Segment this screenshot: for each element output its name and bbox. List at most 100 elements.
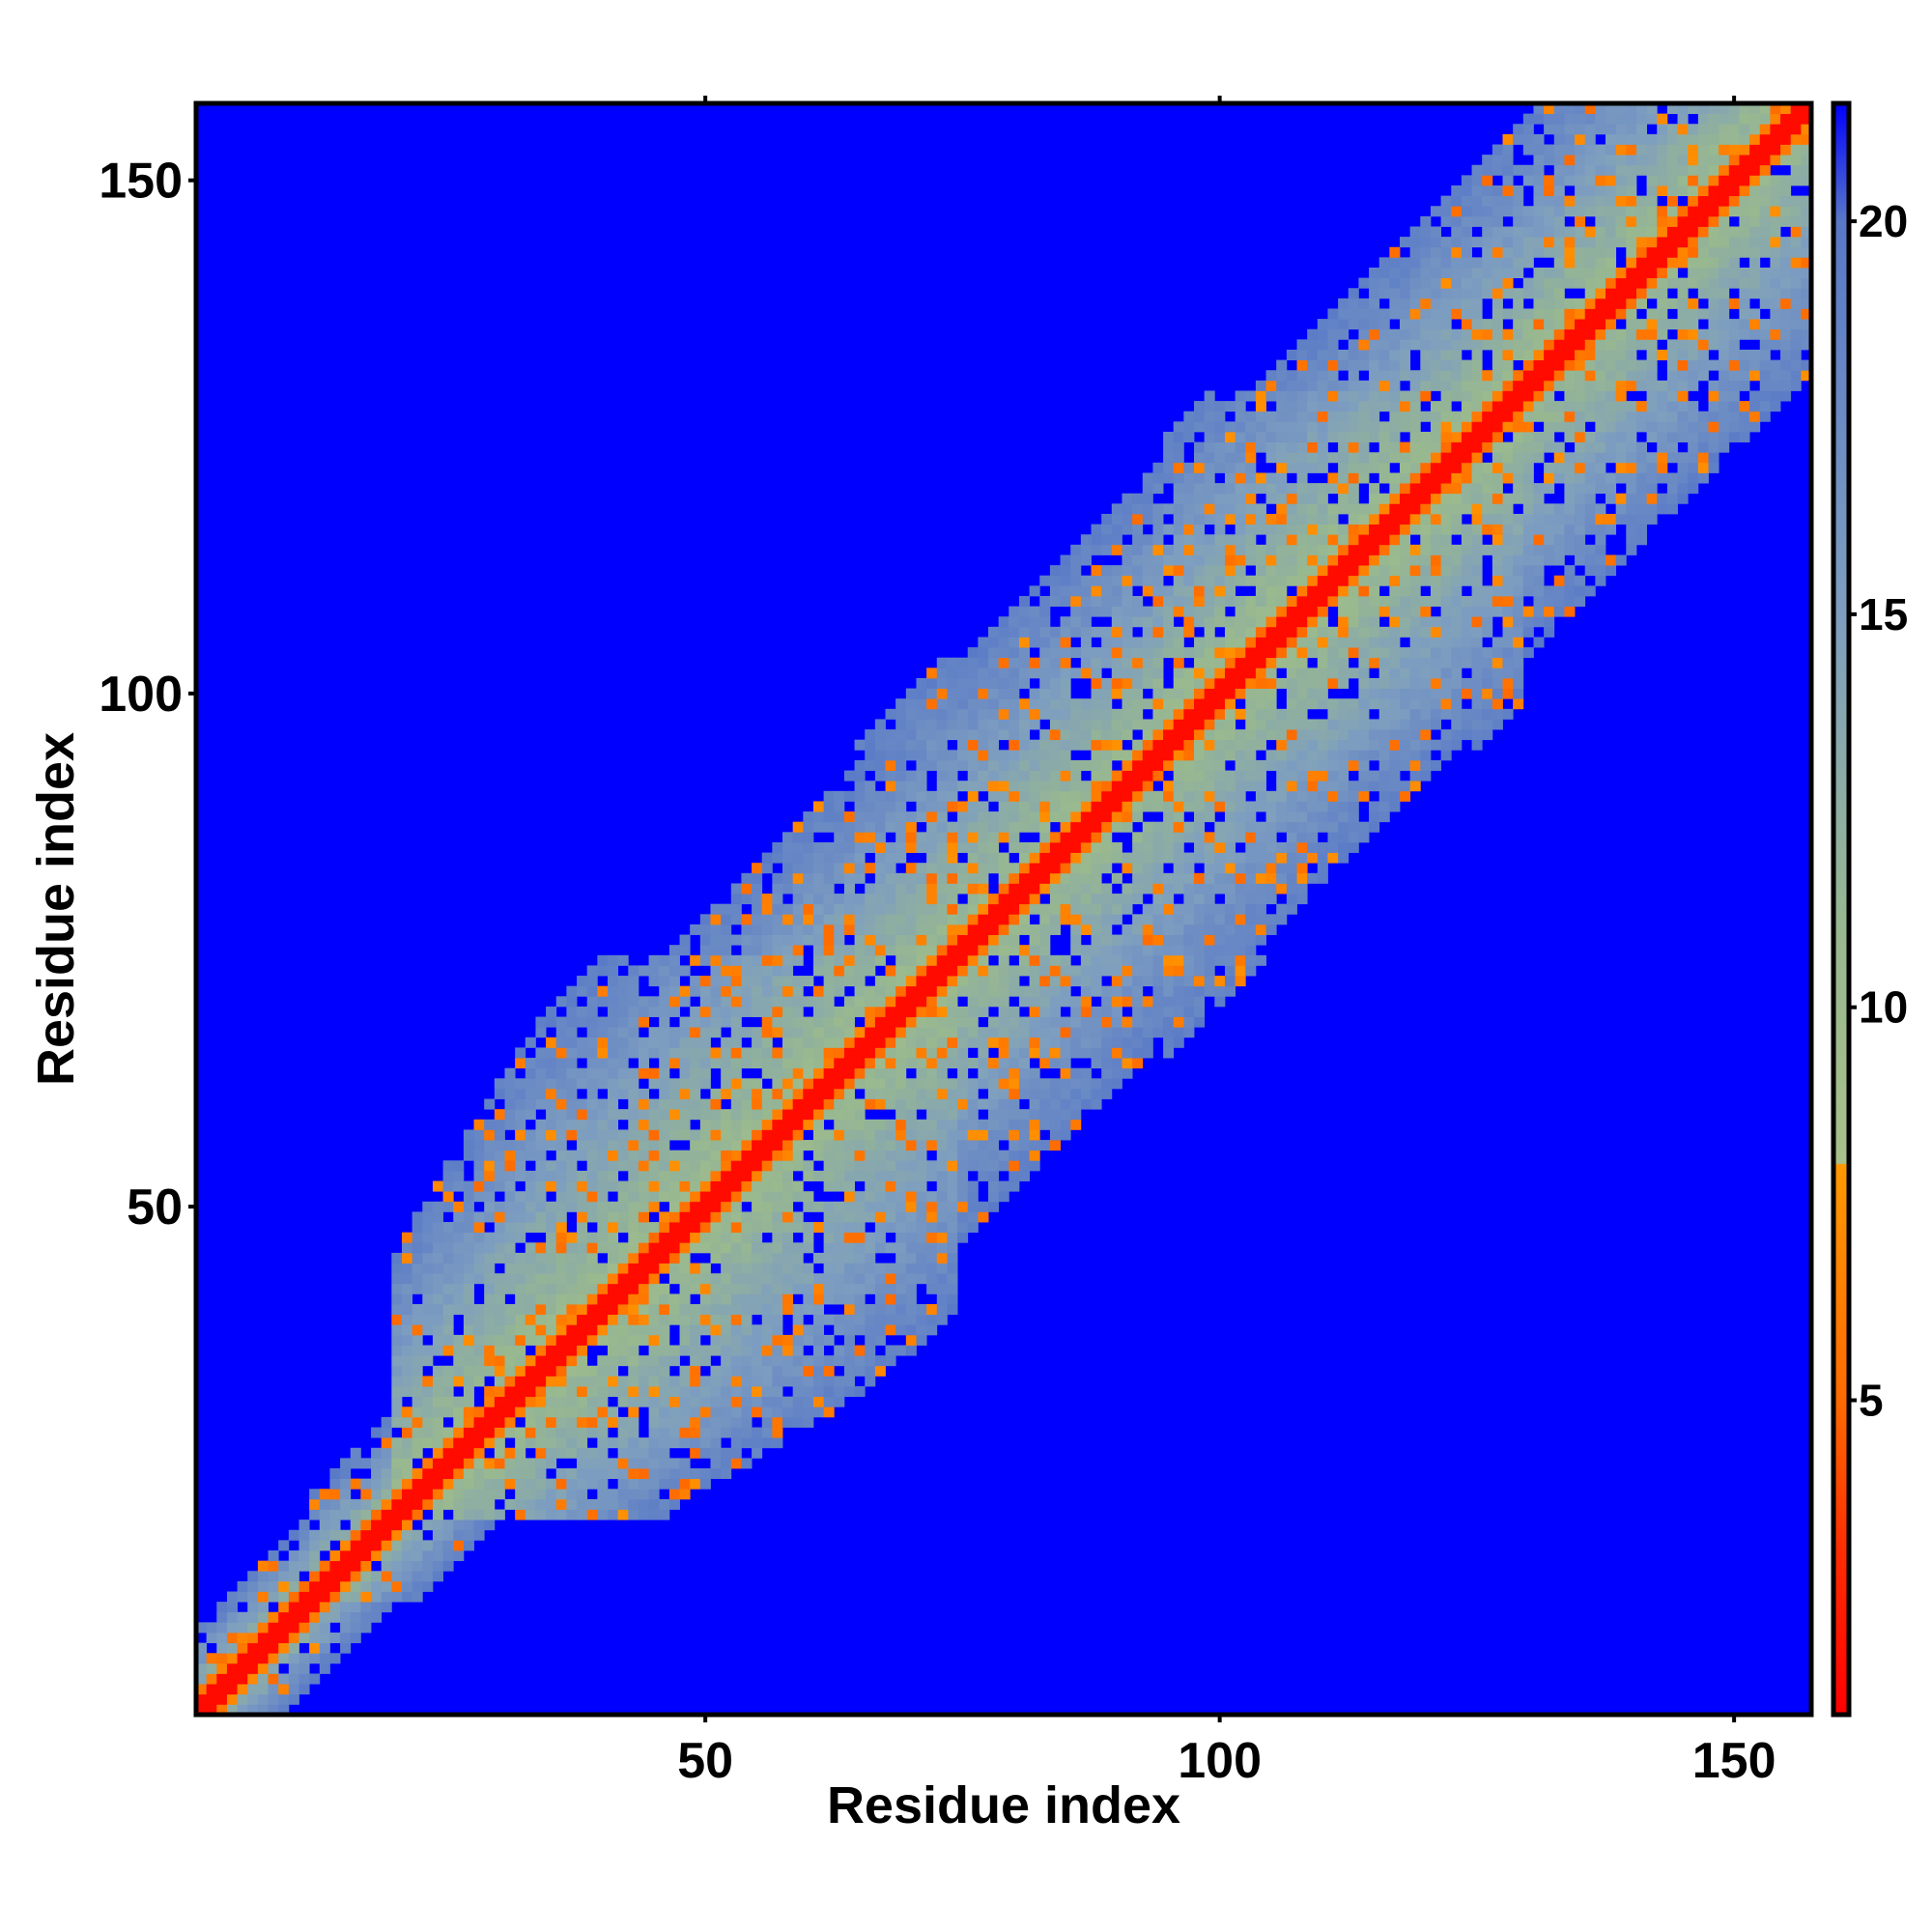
heatmap-cell [854, 1365, 866, 1377]
heatmap-cell [1070, 976, 1082, 987]
heatmap-cell [247, 1633, 259, 1644]
heatmap-cell [1255, 472, 1266, 484]
heatmap-cell [1245, 411, 1257, 422]
heatmap-cell [546, 1037, 557, 1048]
heatmap-cell [597, 1427, 609, 1438]
heatmap-cell [1255, 923, 1266, 935]
heatmap-cell [1245, 923, 1257, 935]
heatmap-cell [730, 1437, 742, 1449]
heatmap-cell [535, 1252, 547, 1264]
heatmap-cell [947, 852, 958, 864]
heatmap-cell [659, 1386, 670, 1398]
heatmap-cell [1317, 493, 1328, 504]
heatmap-cell [515, 1365, 526, 1377]
heatmap-cell [812, 1078, 825, 1090]
heatmap-cell [401, 1406, 413, 1418]
heatmap-cell [1286, 390, 1297, 402]
heatmap-cell [668, 1242, 680, 1254]
heatmap-cell [381, 1478, 392, 1490]
heatmap-cell [752, 1191, 763, 1203]
heatmap-cell [926, 1160, 938, 1172]
heatmap-cell [288, 1560, 299, 1572]
heatmap-cell [967, 698, 979, 710]
heatmap-cell [1317, 534, 1328, 546]
heatmap-cell [679, 1098, 691, 1110]
heatmap-cell [473, 1498, 485, 1510]
heatmap-cell [278, 1673, 290, 1685]
heatmap-cell [854, 801, 866, 812]
heatmap-cell [967, 688, 979, 699]
heatmap-cell [401, 1376, 413, 1387]
heatmap-cell [659, 1263, 670, 1274]
heatmap-cell [988, 934, 1000, 946]
heatmap-cell [1235, 503, 1246, 515]
heatmap-cell [412, 1211, 423, 1223]
heatmap-cell [484, 1273, 496, 1285]
heatmap-cell [772, 1191, 783, 1203]
heatmap-cell [1327, 328, 1339, 340]
heatmap-cell [772, 894, 783, 905]
heatmap-cell [288, 1633, 299, 1644]
heatmap-cell [1296, 801, 1308, 812]
heatmap-cell [854, 914, 866, 925]
heatmap-cell [926, 1232, 938, 1243]
heatmap-cell [453, 1334, 465, 1346]
heatmap-cell [752, 1170, 763, 1181]
heatmap-cell [463, 1283, 474, 1294]
heatmap-cell [988, 894, 1000, 905]
heatmap-cell [1296, 832, 1308, 843]
heatmap-cell [1194, 565, 1206, 577]
heatmap-cell [1009, 1078, 1020, 1090]
heatmap-cell [1307, 668, 1319, 679]
heatmap-cell [721, 1211, 732, 1223]
heatmap-cell [1183, 575, 1195, 586]
heatmap-cell [874, 1222, 886, 1234]
heatmap-cell [957, 698, 969, 710]
heatmap-cell [834, 894, 845, 905]
heatmap-cell [535, 1088, 547, 1099]
heatmap-cell [1101, 914, 1113, 925]
heatmap-cell [823, 923, 835, 935]
heatmap-cell [916, 1263, 927, 1274]
heatmap-cell [381, 1427, 392, 1438]
heatmap-cell [617, 1427, 629, 1438]
heatmap-cell [936, 781, 948, 792]
heatmap-cell [782, 841, 794, 853]
heatmap-cell [659, 1098, 670, 1110]
heatmap-cell [895, 708, 907, 720]
heatmap-cell [761, 1037, 773, 1048]
heatmap-cell [1152, 668, 1164, 679]
heatmap-cell [607, 1416, 619, 1428]
heatmap-cell [978, 965, 989, 977]
heatmap-cell [1132, 616, 1144, 628]
heatmap-cell [535, 1437, 547, 1449]
heatmap-cell [473, 1129, 485, 1141]
heatmap-cell [442, 1478, 454, 1490]
heatmap-cell [916, 1222, 927, 1234]
heatmap-cell [668, 1406, 680, 1418]
heatmap-cell [1276, 575, 1288, 586]
heatmap-cell [812, 1047, 825, 1059]
heatmap-cell [257, 1560, 269, 1572]
heatmap-cell [1132, 832, 1144, 843]
heatmap-cell [371, 1489, 383, 1500]
heatmap-cell [741, 1324, 753, 1336]
heatmap-cell [1080, 1067, 1092, 1079]
heatmap-cell [1009, 637, 1020, 648]
heatmap-cell [895, 1304, 907, 1316]
heatmap-cell [761, 1345, 773, 1356]
heatmap-cell [1060, 554, 1071, 566]
heatmap-cell [566, 1334, 578, 1346]
heatmap-cell [865, 1365, 876, 1377]
heatmap-cell [1307, 524, 1319, 535]
heatmap-cell [834, 1098, 845, 1110]
heatmap-cell [1348, 575, 1359, 586]
heatmap-cell [391, 1252, 403, 1264]
heatmap-cell [453, 1263, 465, 1274]
heatmap-cell [1152, 985, 1164, 997]
heatmap-cell [1286, 370, 1297, 382]
heatmap-cell [628, 1160, 639, 1172]
heatmap-cell [730, 883, 742, 895]
heatmap-cell [916, 1119, 927, 1130]
heatmap-cell [679, 1458, 691, 1469]
